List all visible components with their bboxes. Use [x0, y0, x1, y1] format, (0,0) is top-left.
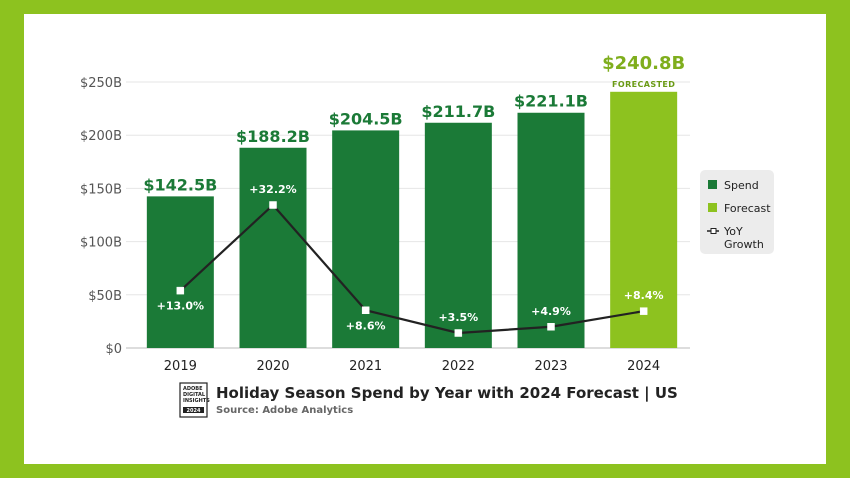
yoy-point — [454, 329, 463, 337]
bar-value-label: $188.2B — [236, 127, 310, 146]
logo-line: DIGITAL — [183, 392, 206, 398]
yoy-point — [176, 286, 185, 295]
legend-label: YoY Growth — [723, 225, 764, 251]
logo-line: INSIGHTS — [183, 398, 210, 404]
spend-bar — [239, 147, 307, 348]
yoy-point — [361, 306, 370, 315]
bar-chart: $0 $50B $100B $150B $200B $250B 2019 $142.5B 202… — [80, 53, 774, 418]
x-tick-label: 2022 — [442, 359, 475, 374]
bar-value-label: $211.7B — [421, 102, 495, 121]
legend-marker-icon — [710, 228, 717, 234]
yoy-label: +32.2% — [249, 183, 296, 196]
legend-swatch — [708, 180, 717, 189]
y-tick-label: $250B — [80, 76, 122, 91]
bar-value-label: $142.5B — [143, 175, 217, 194]
chart-source: Source: Adobe Analytics — [216, 405, 353, 416]
y-tick-label: $150B — [80, 182, 122, 197]
yoy-growth-line — [179, 203, 644, 335]
yoy-label: +13.0% — [157, 300, 204, 313]
yoy-label: +4.9% — [531, 305, 571, 318]
spend-bar — [424, 122, 492, 349]
forecasted-tag: FORECASTED — [612, 80, 675, 89]
y-tick-label: $100B — [80, 236, 122, 251]
logo-year-band — [183, 407, 204, 413]
x-tick-label: 2019 — [164, 359, 197, 374]
forecast-bar — [610, 91, 678, 348]
yoy-point — [639, 307, 648, 315]
bar-value-label: $204.5B — [329, 109, 403, 128]
x-tick-label: 2023 — [534, 359, 567, 374]
yoy-label: +8.4% — [624, 289, 664, 302]
x-tick-label: 2024 — [627, 359, 660, 374]
chart-title: Holiday Season Spend by Year with 2024 F… — [216, 384, 678, 403]
spend-bar — [146, 196, 214, 348]
yoy-label: +8.6% — [346, 319, 386, 332]
x-tick-label: 2021 — [349, 359, 382, 374]
y-tick-label: $0 — [105, 342, 122, 357]
x-tick-label: 2020 — [256, 359, 289, 374]
yoy-point — [269, 201, 277, 209]
legend-swatch — [708, 203, 717, 212]
y-tick-label: $200B — [80, 129, 122, 144]
spend-bar — [517, 112, 585, 348]
y-tick-label: $50B — [88, 289, 122, 304]
bar-value-label: $240.8B — [602, 53, 685, 74]
legend-label: Forecast — [724, 202, 771, 215]
logo-line: ADOBE — [183, 386, 203, 392]
yoy-point — [547, 323, 555, 331]
legend-box — [700, 170, 774, 254]
bar-value-label: $221.1B — [514, 92, 588, 111]
chart-frame: $0 $50B $100B $150B $200B $250B 2019 $142.5B 202… — [24, 14, 826, 464]
yoy-label: +3.5% — [438, 311, 478, 324]
logo-year: 2024 — [187, 408, 201, 414]
legend-label: Spend — [724, 179, 759, 192]
